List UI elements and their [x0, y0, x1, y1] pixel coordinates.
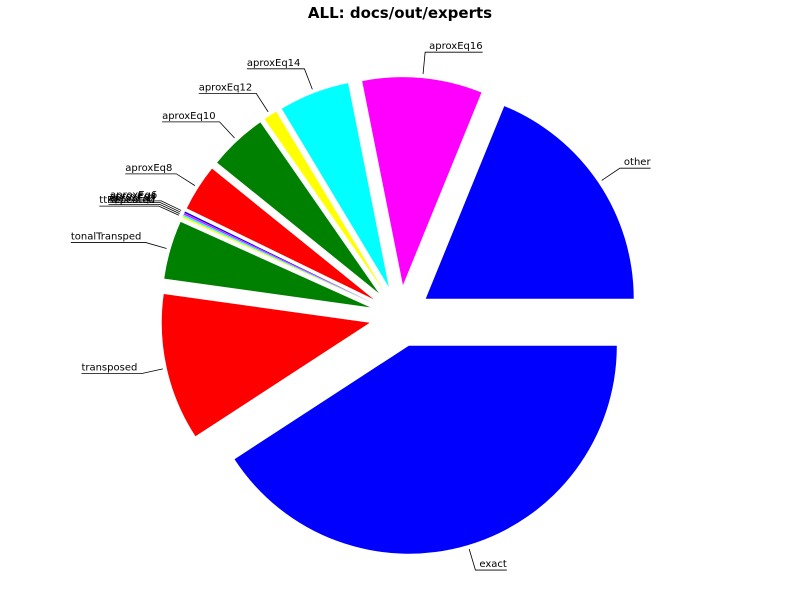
slice-label-aprox-eq2: aproxEq2 — [109, 193, 156, 204]
pie-slice-tt-repeated — [182, 216, 372, 304]
pie-slice-exact — [234, 345, 617, 554]
pie-slice-aprox-eq14 — [281, 83, 389, 288]
leader-line-aprox-eq8 — [125, 173, 196, 186]
pie-slice-aprox-eq12 — [264, 111, 384, 290]
slice-label-aprox-eq4: aproxEq4 — [109, 192, 156, 203]
slice-label-aprox-eq6: aproxEq6 — [110, 190, 157, 201]
slice-label-tt-repeated: ttRepeated — [99, 195, 155, 206]
pie-slice-transposed — [161, 293, 370, 437]
pie-slice-aprox-eq4 — [183, 213, 372, 303]
slice-label-exact: exact — [479, 559, 507, 570]
pie-slice-aprox-eq8 — [186, 168, 374, 300]
slice-label-other: other — [624, 157, 652, 168]
slice-label-aprox-eq10: aproxEq10 — [162, 111, 216, 122]
leader-line-aprox-eq16 — [422, 51, 483, 75]
leader-line-other — [601, 167, 651, 181]
pie-slice-other — [425, 106, 634, 299]
pie-slice-aprox-eq10 — [217, 122, 379, 294]
slice-label-aprox-eq8: aproxEq8 — [125, 163, 172, 174]
slice-label-aprox-eq12: aproxEq12 — [199, 82, 253, 93]
leader-line-transposed — [81, 368, 163, 375]
pie-slice-tonal-transped — [164, 221, 371, 308]
leader-line-aprox-eq10 — [162, 121, 235, 139]
pie-slice-aprox-eq16 — [362, 77, 482, 286]
leader-line-exact — [468, 548, 507, 571]
leader-line-aprox-eq6 — [110, 200, 182, 211]
chart-title: ALL: docs/out/experts — [307, 4, 493, 22]
leader-line-aprox-eq12 — [198, 93, 269, 113]
pie-slice-aprox-eq2 — [182, 214, 372, 303]
leader-line-tt-repeated — [99, 205, 180, 216]
leader-line-aprox-eq2 — [108, 203, 180, 215]
slice-label-aprox-eq14: aproxEq14 — [247, 58, 301, 69]
leader-line-aprox-eq14 — [246, 68, 313, 90]
slice-label-aprox-eq16: aproxEq16 — [429, 41, 483, 52]
pie-slice-aprox-eq6 — [184, 211, 373, 303]
leader-line-aprox-eq4 — [109, 202, 181, 213]
slice-label-transposed: transposed — [81, 363, 137, 374]
leader-line-tonal-transped — [70, 242, 167, 249]
slice-label-tonal-transped: tonalTransped — [71, 231, 142, 242]
